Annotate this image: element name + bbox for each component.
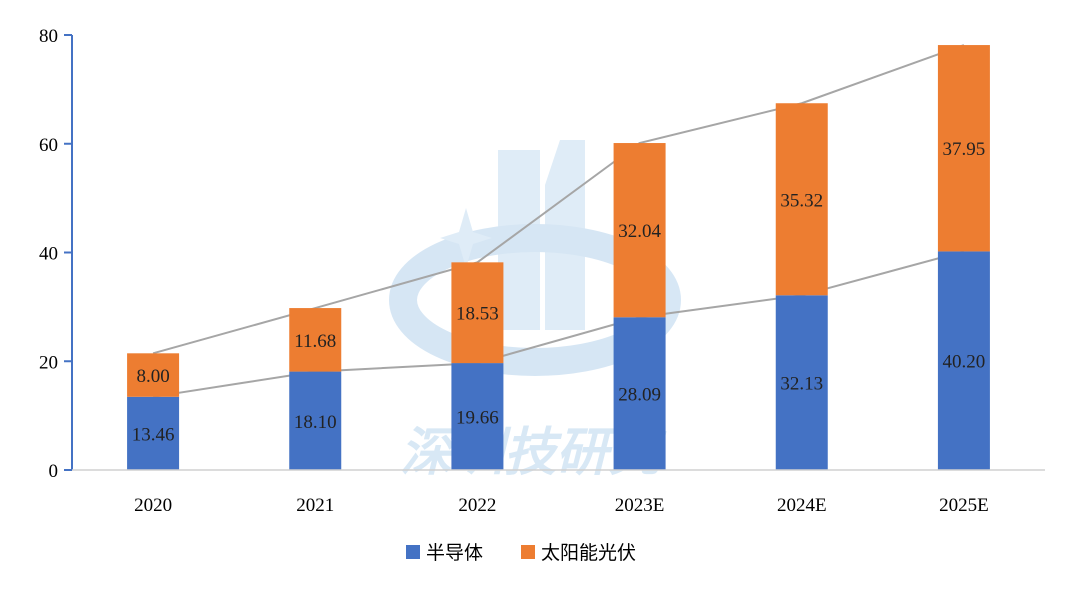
trend-line-series-1 [152, 44, 965, 355]
data-label-2023E-series-0: 28.09 [618, 385, 661, 406]
data-label-2023E-series-1: 32.04 [618, 221, 661, 242]
bar-2021-series-1 [289, 308, 342, 372]
trend-line-series-0 [152, 250, 965, 398]
data-label-2025E-series-0: 40.20 [943, 352, 986, 373]
data-label-2021-series-1: 11.68 [294, 331, 336, 352]
x-tick-label-2020: 2020 [134, 495, 172, 516]
y-tick-label-60: 60 [39, 135, 58, 156]
bar-2023E-series-0 [613, 317, 666, 470]
data-label-2025E-series-1: 37.95 [943, 139, 986, 160]
bar-2020-series-1 [127, 353, 180, 397]
data-label-2020-series-0: 13.46 [132, 424, 175, 445]
data-label-2020-series-1: 8.00 [136, 366, 169, 387]
trend-lines [152, 44, 965, 398]
watermark-star-icon [440, 208, 492, 268]
x-tick-label-2021: 2021 [296, 495, 334, 516]
bars [127, 45, 990, 470]
bar-2020-series-0 [127, 396, 180, 470]
legend-label-series-1: 太阳能光伏 [541, 542, 636, 564]
bar-2023E-series-1 [613, 143, 666, 318]
legend-swatch-series-0 [406, 545, 420, 559]
y-tick-label-0: 0 [49, 461, 59, 482]
bar-2025E-series-0 [937, 251, 990, 470]
legend-label-series-0: 半导体 [426, 542, 483, 564]
legend-swatch-series-1 [521, 545, 535, 559]
x-tick-label-2022: 2022 [458, 495, 496, 516]
bar-2024E-series-0 [775, 295, 828, 470]
y-tick-label-20: 20 [39, 352, 58, 373]
bar-2021-series-0 [289, 371, 342, 470]
axes: 0 20 40 60 80 2020 2021 2022 2023E 2024E 2025E [39, 26, 1045, 516]
bar-2022-series-0 [451, 363, 504, 470]
watermark-ring [389, 224, 681, 376]
bar-2025E-series-1 [937, 45, 990, 252]
data-label-2021-series-0: 18.10 [294, 412, 337, 433]
watermark-logo: 深圳技研究 [389, 140, 681, 483]
x-tick-label-2025E: 2025E [939, 495, 989, 516]
x-tick-label-2023E: 2023E [615, 495, 665, 516]
data-label-2024E-series-1: 35.32 [780, 190, 823, 211]
x-tick-label-2024E: 2024E [777, 495, 827, 516]
y-tick-label-80: 80 [39, 26, 58, 47]
legend: 半导体 太阳能光伏 [406, 542, 636, 564]
data-label-2022-series-0: 19.66 [456, 408, 499, 429]
data-label-2024E-series-0: 32.13 [780, 374, 823, 395]
bar-2024E-series-1 [775, 103, 828, 296]
data-labels: 13.46 8.00 18.10 11.68 19.66 18.53 28.09 32.04 3… [132, 139, 986, 445]
bar-2022-series-1 [451, 262, 504, 364]
y-tick-label-40: 40 [39, 244, 58, 265]
data-label-2022-series-1: 18.53 [456, 304, 499, 325]
